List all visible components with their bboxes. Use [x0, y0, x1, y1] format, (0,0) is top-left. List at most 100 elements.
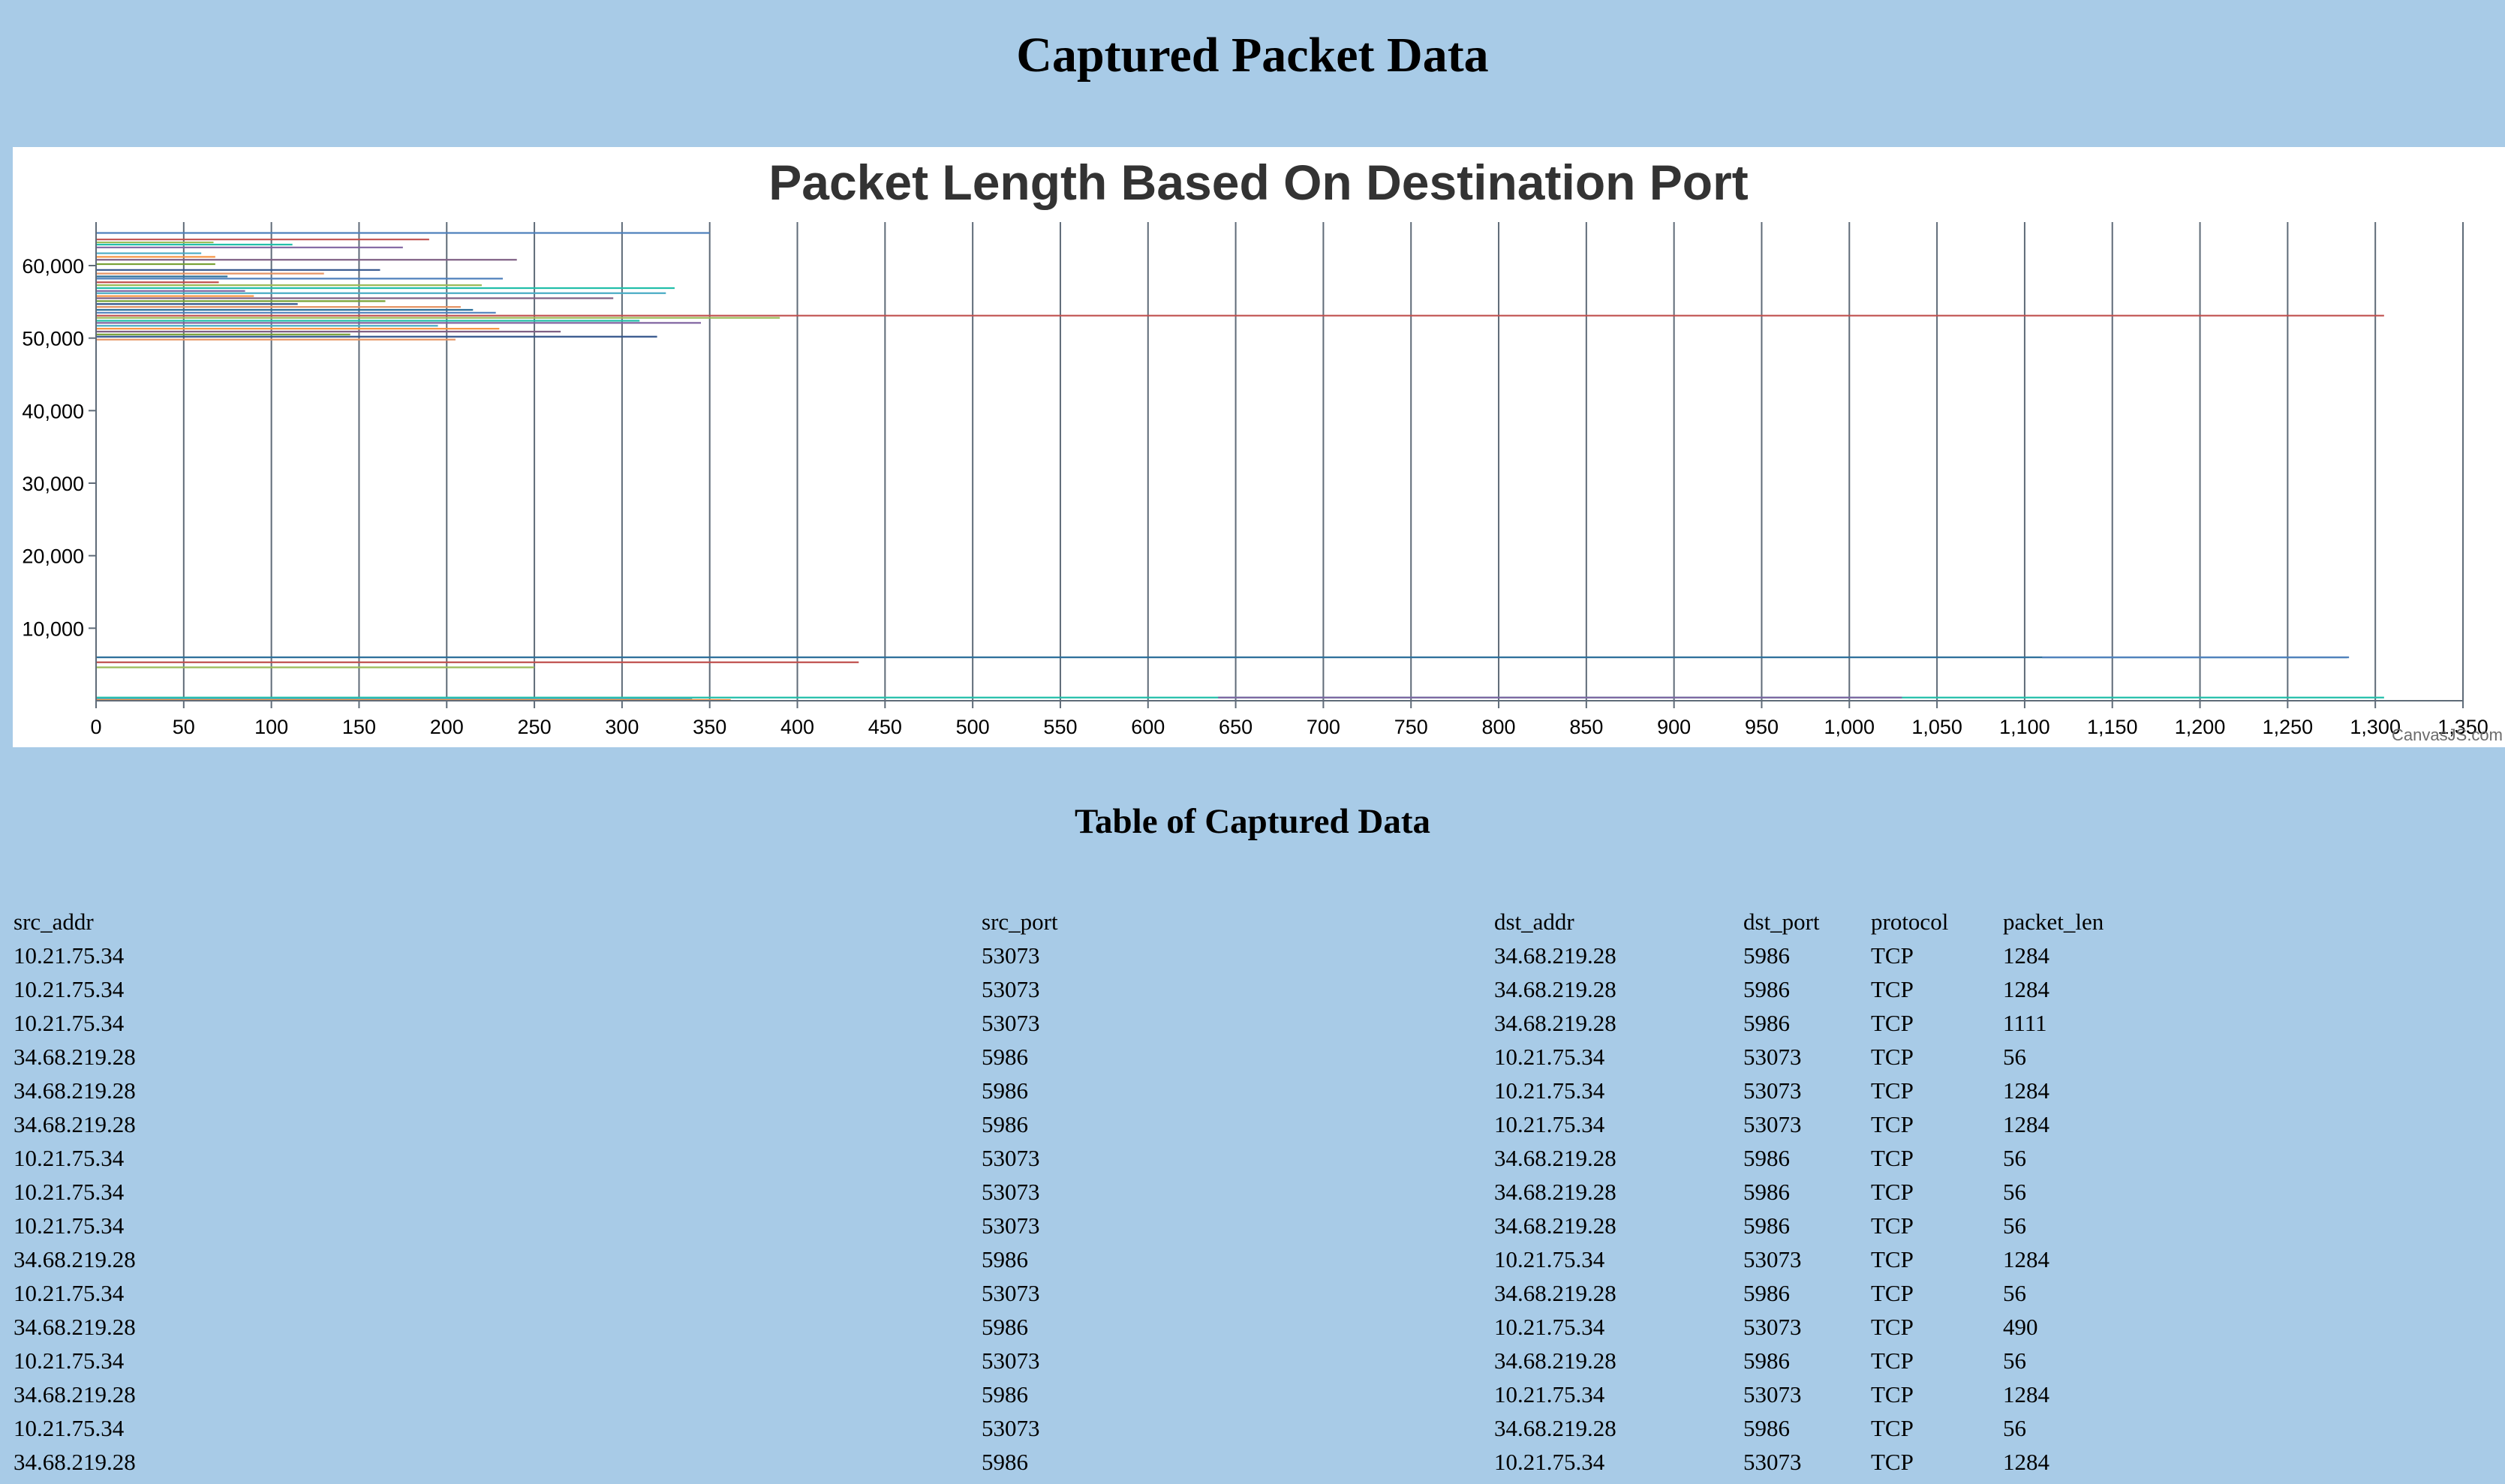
table-cell-dst-addr: 34.68.219.28 [1494, 1010, 1616, 1036]
table-cell-packet-len: 1111 [2003, 1010, 2047, 1036]
table-cell-dst-port: 5986 [1743, 1280, 1790, 1306]
chart-title: Packet Length Based On Destination Port [768, 155, 1749, 210]
table-cell-dst-addr: 34.68.219.28 [1494, 1415, 1616, 1441]
column-header-protocol: protocol [1871, 909, 1949, 935]
table-cell-dst-addr: 34.68.219.28 [1494, 976, 1616, 1002]
column-header-src-addr: src_addr [14, 909, 94, 935]
table-cell-protocol: TCP [1871, 942, 1914, 969]
table-cell-dst-port: 5986 [1743, 976, 1790, 1002]
table-cell-dst-addr: 34.68.219.28 [1494, 1145, 1616, 1171]
table-cell-src-port: 53073 [982, 1010, 1040, 1036]
table-cell-protocol: TCP [1871, 1077, 1914, 1104]
y-tick-label: 10,000 [22, 617, 84, 640]
table-cell-dst-addr: 10.21.75.34 [1494, 1314, 1605, 1340]
table-cell-protocol: TCP [1871, 1449, 1914, 1475]
y-tick-label: 30,000 [22, 473, 84, 495]
x-tick-label: 1,150 [2087, 716, 2138, 738]
table-cell-src-port: 53073 [982, 1347, 1040, 1374]
table-cell-dst-port: 5986 [1743, 1179, 1790, 1205]
table-cell-src-port: 53073 [982, 1280, 1040, 1306]
table-cell-src-addr: 10.21.75.34 [14, 1280, 125, 1306]
table-cell-protocol: TCP [1871, 1111, 1914, 1137]
column-header-packet-len: packet_len [2003, 909, 2104, 935]
table-cell-protocol: TCP [1871, 976, 1914, 1002]
table-cell-packet-len: 1284 [2003, 942, 2049, 969]
x-tick-label: 600 [1131, 716, 1165, 738]
table-cell-protocol: TCP [1871, 1347, 1914, 1374]
x-tick-label: 1,350 [2437, 716, 2488, 738]
x-tick-label: 100 [254, 716, 288, 738]
x-tick-label: 700 [1307, 716, 1340, 738]
table-row: 10.21.75.34 53073 34.68.219.28 5986 TCP 56 [14, 1141, 2228, 1175]
table-cell-protocol: TCP [1871, 1010, 1914, 1036]
table-row: 10.21.75.34 53073 34.68.219.28 5986 TCP 56 [14, 1175, 2228, 1209]
x-tick-label: 250 [518, 716, 552, 738]
table-cell-packet-len: 1284 [2003, 1381, 2049, 1407]
chart-credit[interactable]: CanvasJS.com [2392, 725, 2503, 744]
table-cell-dst-port: 53073 [1743, 1111, 1802, 1137]
table-row: 34.68.219.28 5986 10.21.75.34 53073 TCP 56 [14, 1040, 2228, 1074]
table-cell-src-port: 5986 [982, 1381, 1028, 1407]
table-cell-dst-addr: 10.21.75.34 [1494, 1246, 1605, 1272]
table-cell-packet-len: 1284 [2003, 1246, 2049, 1272]
table-cell-dst-port: 5986 [1743, 1010, 1790, 1036]
table-cell-src-port: 53073 [982, 942, 1040, 969]
table-cell-protocol: TCP [1871, 1044, 1914, 1070]
grid-lines [182, 222, 2464, 701]
table-cell-src-addr: 10.21.75.34 [14, 1179, 125, 1205]
x-tick-label: 500 [956, 716, 990, 738]
table-cell-src-port: 53073 [982, 1145, 1040, 1171]
table-body: 10.21.75.34 53073 34.68.219.28 5986 TCP 1284 1… [14, 939, 2228, 1479]
table-cell-dst-port: 5986 [1743, 942, 1790, 969]
packet-table: src_addr src_port dst_addr dst_port protocol… [14, 905, 2228, 1479]
table-row: 34.68.219.28 5986 10.21.75.34 53073 TCP 490 [14, 1310, 2228, 1344]
x-tick-label: 1,050 [1911, 716, 1962, 738]
table-row: 10.21.75.34 53073 34.68.219.28 5986 TCP 1111 [14, 1006, 2228, 1040]
x-tick-label: 200 [430, 716, 464, 738]
table-cell-dst-port: 53073 [1743, 1246, 1802, 1272]
table-cell-dst-addr: 10.21.75.34 [1494, 1077, 1605, 1104]
table-cell-dst-port: 53073 [1743, 1044, 1802, 1070]
table-cell-packet-len: 56 [2003, 1145, 2026, 1171]
x-tick-label: 1,300 [2350, 716, 2401, 738]
table-cell-dst-port: 5986 [1743, 1347, 1790, 1374]
table-row: 10.21.75.34 53073 34.68.219.28 5986 TCP 1284 [14, 939, 2228, 972]
table-cell-dst-port: 53073 [1743, 1449, 1802, 1475]
table-cell-dst-port: 53073 [1743, 1314, 1802, 1340]
x-tick-label: 350 [693, 716, 726, 738]
table-cell-src-addr: 34.68.219.28 [14, 1449, 136, 1475]
table-cell-dst-port: 5986 [1743, 1212, 1790, 1239]
table-cell-src-addr: 10.21.75.34 [14, 1145, 125, 1171]
table-cell-dst-addr: 10.21.75.34 [1494, 1044, 1605, 1070]
table-cell-packet-len: 1284 [2003, 1077, 2049, 1104]
column-header-dst-port: dst_port [1743, 909, 1820, 935]
table-cell-dst-addr: 10.21.75.34 [1494, 1111, 1605, 1137]
table-title: Table of Captured Data [1075, 802, 1430, 841]
column-header-dst-addr: dst_addr [1494, 909, 1574, 935]
table-cell-src-port: 5986 [982, 1077, 1028, 1104]
x-tick-label: 1,100 [1999, 716, 2050, 738]
table-row: 10.21.75.34 53073 34.68.219.28 5986 TCP 56 [14, 1344, 2228, 1377]
table-cell-src-addr: 34.68.219.28 [14, 1111, 136, 1137]
table-cell-src-addr: 10.21.75.34 [14, 1010, 125, 1036]
table-cell-src-addr: 10.21.75.34 [14, 1347, 125, 1374]
table-cell-dst-port: 5986 [1743, 1415, 1790, 1441]
table-cell-dst-addr: 34.68.219.28 [1494, 1212, 1616, 1239]
table-cell-src-addr: 34.68.219.28 [14, 1381, 136, 1407]
x-tick-label: 550 [1043, 716, 1077, 738]
table-cell-src-addr: 10.21.75.34 [14, 1212, 125, 1239]
page-title: Captured Packet Data [1016, 28, 1489, 83]
table-cell-packet-len: 56 [2003, 1044, 2026, 1070]
table-cell-src-addr: 34.68.219.28 [14, 1246, 136, 1272]
table-row: 34.68.219.28 5986 10.21.75.34 53073 TCP 1284 [14, 1377, 2228, 1411]
series-lines [96, 232, 2384, 701]
table-cell-dst-addr: 34.68.219.28 [1494, 942, 1616, 969]
x-tick-label: 800 [1482, 716, 1516, 738]
table-row: 34.68.219.28 5986 10.21.75.34 53073 TCP 1284 [14, 1242, 2228, 1276]
table-cell-dst-addr: 34.68.219.28 [1494, 1280, 1616, 1306]
table-cell-packet-len: 1284 [2003, 1449, 2049, 1475]
table-cell-dst-port: 53073 [1743, 1077, 1802, 1104]
table-cell-packet-len: 490 [2003, 1314, 2038, 1340]
table-cell-src-port: 53073 [982, 976, 1040, 1002]
y-tick-label: 60,000 [22, 255, 84, 278]
